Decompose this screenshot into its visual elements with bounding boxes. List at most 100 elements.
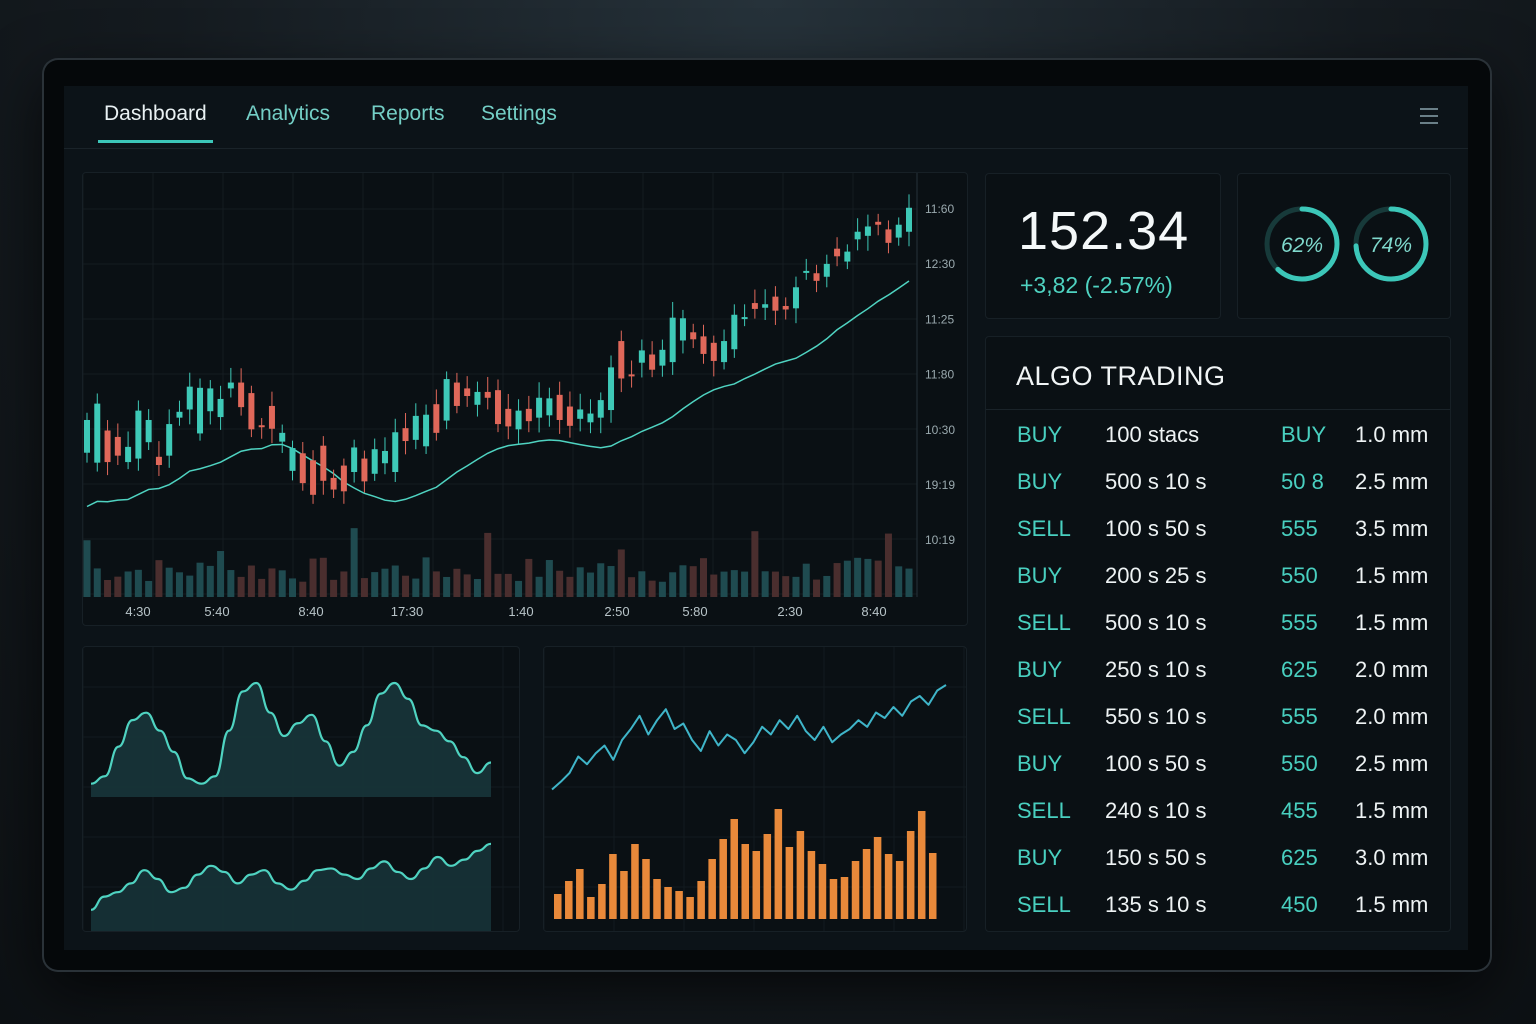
volume-bar: [350, 528, 358, 597]
algo-code: 625: [1281, 845, 1318, 870]
algo-row[interactable]: BUY 100 stacs BUY 1.0 mm: [986, 422, 1450, 462]
volume-bar: [155, 560, 163, 597]
volume-bar: [402, 575, 410, 597]
volume-bar: [494, 573, 502, 597]
volume-bar: [628, 577, 636, 597]
algo-side: BUY: [1017, 563, 1063, 588]
candle: [885, 229, 892, 243]
candle: [299, 453, 306, 484]
volume-bar: [432, 571, 440, 597]
bar: [906, 831, 915, 919]
algo-code: 625: [1281, 657, 1318, 682]
tab-dashboard[interactable]: Dashboard: [98, 102, 213, 143]
volume-bar: [484, 532, 492, 597]
bar: [631, 844, 639, 919]
candle: [649, 354, 656, 370]
candle: [813, 273, 820, 281]
volume-bar: [227, 570, 235, 597]
candle: [268, 405, 275, 429]
candle: [402, 428, 409, 442]
volume-bar: [309, 558, 317, 597]
x-tick-label: 5:80: [682, 604, 707, 619]
candle: [176, 411, 183, 418]
algo-row[interactable]: BUY 200 s 25 s 550 1.5 mm: [986, 563, 1450, 603]
tab-settings[interactable]: Settings: [481, 102, 557, 125]
bar: [686, 897, 694, 919]
candle: [659, 349, 666, 366]
algo-qty: 500 s 10 s: [1105, 469, 1207, 494]
volume-bar: [83, 540, 91, 597]
x-tick-label: 17:30: [391, 604, 424, 619]
x-tick-label: 1:40: [508, 604, 533, 619]
hamburger-menu-icon[interactable]: [1420, 108, 1438, 124]
candle: [433, 404, 440, 433]
algo-qty: 100 stacs: [1105, 422, 1200, 447]
volume-bar: [340, 571, 348, 597]
candle: [289, 448, 296, 471]
candle: [690, 332, 697, 340]
algo-size: 2.5 mm: [1355, 751, 1429, 776]
x-tick-label: 2:30: [777, 604, 802, 619]
candle: [371, 449, 378, 474]
algo-row[interactable]: BUY 150 s 50 s 625 3.0 mm: [986, 845, 1450, 885]
line-bar-chart[interactable]: [543, 647, 966, 931]
volume-bar: [525, 558, 533, 597]
candle: [238, 382, 245, 408]
candlestick-chart[interactable]: 11:60 12:30 11:25 11:80 10:30 19:19 10:19 4:30 5…: [82, 173, 967, 625]
area-chart[interactable]: [82, 647, 519, 931]
algo-row[interactable]: SELL 500 s 10 s 555 1.5 mm: [986, 610, 1450, 650]
candle: [104, 430, 111, 463]
candle: [453, 382, 460, 406]
volume-bar: [854, 557, 862, 597]
area-line: [90, 681, 492, 785]
tab-analytics[interactable]: Analytics: [246, 102, 331, 125]
candle: [525, 408, 532, 422]
area-chart-panel: [82, 646, 520, 932]
volume-bar: [453, 568, 461, 597]
candle: [515, 410, 522, 430]
algo-qty: 240 s 10 s: [1105, 798, 1207, 823]
bar: [917, 811, 926, 919]
bar: [664, 887, 672, 919]
algo-row[interactable]: SELL 135 s 10 s 450 1.5 mm: [986, 892, 1450, 932]
algo-size: 1.5 mm: [1355, 563, 1429, 588]
bar: [840, 877, 849, 919]
algo-side: BUY: [1017, 422, 1063, 447]
volume-bar: [381, 568, 389, 597]
algo-code: 455: [1281, 798, 1318, 823]
volume-bar: [186, 575, 194, 597]
volume-bar: [237, 576, 245, 597]
algo-row[interactable]: BUY 100 s 50 s 550 2.5 mm: [986, 751, 1450, 791]
bar: [807, 851, 816, 919]
algo-row[interactable]: BUY 500 s 10 s 50 8 2.5 mm: [986, 469, 1450, 509]
candle: [751, 303, 758, 309]
algo-row[interactable]: BUY 250 s 10 s 625 2.0 mm: [986, 657, 1450, 697]
volume-bar: [360, 578, 368, 597]
volume-bar: [515, 580, 523, 597]
candle: [628, 374, 635, 377]
candle: [864, 226, 871, 236]
candle: [474, 391, 481, 405]
volume-bar: [782, 576, 790, 597]
candle: [125, 446, 132, 463]
algo-code: 555: [1281, 610, 1318, 635]
algo-row[interactable]: SELL 100 s 50 s 555 3.5 mm: [986, 516, 1450, 556]
volume-bar: [278, 570, 286, 597]
tab-reports[interactable]: Reports: [371, 102, 445, 125]
bar: [719, 839, 727, 919]
candle: [638, 350, 645, 363]
algo-row[interactable]: SELL 550 s 10 s 555 2.0 mm: [986, 704, 1450, 744]
volume-bar: [268, 568, 276, 597]
y-tick-label: 12:30: [925, 257, 955, 271]
volume-bar: [689, 566, 697, 597]
candle: [464, 388, 471, 397]
candle: [700, 336, 707, 354]
x-tick-label: 5:40: [204, 604, 229, 619]
gauge-group: 62% 74%: [1264, 206, 1429, 282]
candle: [834, 248, 841, 257]
algo-row[interactable]: SELL 240 s 10 s 455 1.5 mm: [986, 798, 1450, 838]
y-tick-label: 11:80: [925, 368, 954, 382]
trend-line: [551, 684, 947, 791]
volume-bar: [720, 571, 728, 597]
bar: [862, 849, 871, 919]
